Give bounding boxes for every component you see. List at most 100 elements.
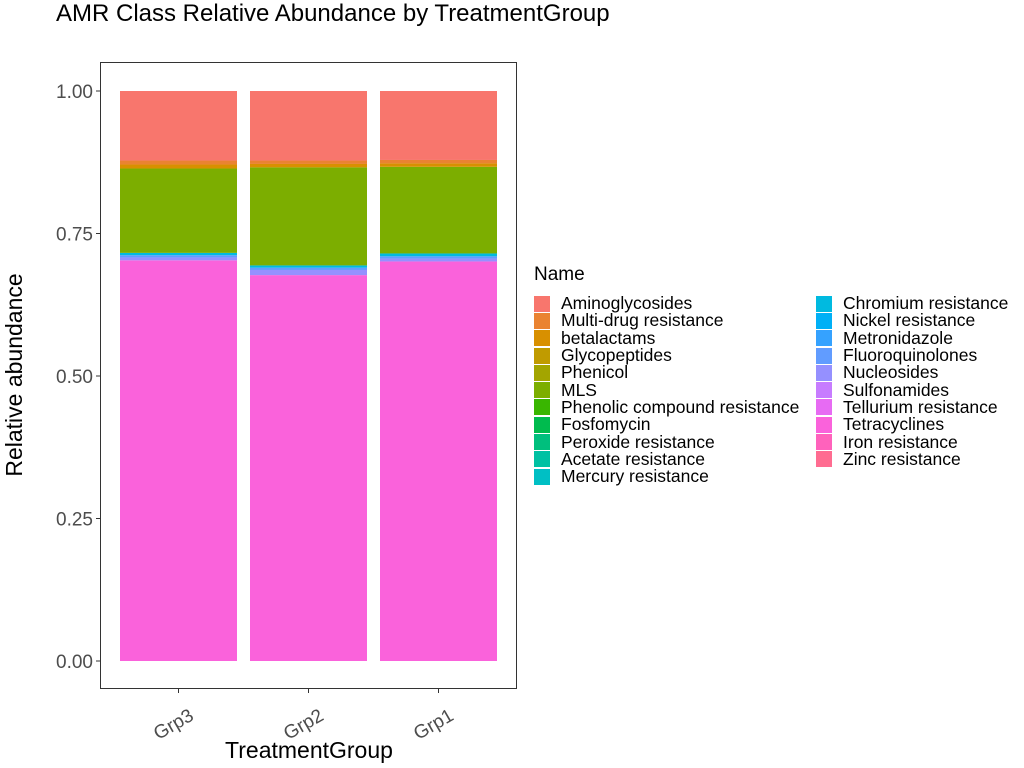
legend-item: Zinc resistance xyxy=(816,450,1008,468)
bar-segment-grp2-chromium-resistance xyxy=(250,265,367,268)
legend-label: Acetate resistance xyxy=(561,448,705,469)
legend-item: Mercury resistance xyxy=(534,466,816,487)
legend-label: Chromium resistance xyxy=(843,293,1009,314)
legend-swatch xyxy=(816,312,832,329)
chart-title: AMR Class Relative Abundance by Treatmen… xyxy=(56,0,610,27)
y-tick-label: 0.50 xyxy=(56,367,93,388)
legend-label: betalactams xyxy=(561,327,656,348)
legend-item: Multi-drug resistance xyxy=(534,312,816,329)
y-tick-label: 0.25 xyxy=(56,510,93,531)
legend-item: Iron resistance xyxy=(816,433,1008,450)
legend-label: Glycopeptides xyxy=(561,345,672,366)
legend-swatch xyxy=(816,434,832,451)
legend-swatch xyxy=(816,364,832,381)
legend-label: Nucleosides xyxy=(843,362,939,383)
y-tick-label: 1.00 xyxy=(56,82,93,103)
bar-segment-grp3-betalactams xyxy=(120,164,237,169)
legend-label: Mercury resistance xyxy=(561,466,709,487)
legend-label: Fosfomycin xyxy=(561,414,651,435)
bar-segment-grp2-fluoroquinolones xyxy=(250,267,367,270)
bar-segment-grp1-chromium-resistance xyxy=(380,253,497,257)
bar-segment-grp2-nucleosides xyxy=(250,269,367,276)
legend-item: Glycopeptides xyxy=(534,345,816,366)
legend-swatch xyxy=(534,451,550,468)
legend-item: Nickel resistance xyxy=(816,312,1008,329)
bar-segment-grp1-tetracyclines xyxy=(380,261,497,661)
legend-label: Metronidazole xyxy=(843,327,953,348)
bar-segment-grp3-mls xyxy=(120,168,237,253)
legend-swatch xyxy=(816,330,832,347)
legend-swatch xyxy=(534,382,550,399)
x-tick-label-grp1: Grp1 xyxy=(410,705,457,744)
bar-segment-grp1-betalactams xyxy=(380,163,497,167)
bar-segment-grp1-aminoglycosides xyxy=(380,91,497,160)
legend-item: Aminoglycosides xyxy=(534,293,816,314)
legend-label: Fluoroquinolones xyxy=(843,345,978,366)
legend-swatch xyxy=(534,347,550,364)
legend-item: Nucleosides xyxy=(816,364,1008,381)
legend-item: Metronidazole xyxy=(816,327,1008,348)
legend-item: Fluoroquinolones xyxy=(816,345,1008,366)
bar-segment-grp3-chromium-resistance xyxy=(120,252,237,256)
legend-swatch xyxy=(816,382,832,399)
legend-swatch xyxy=(534,399,550,416)
x-tick-label-grp3: Grp3 xyxy=(150,705,197,744)
legend-swatch xyxy=(534,330,550,347)
legend-swatch xyxy=(816,347,832,364)
legend-item: betalactams xyxy=(534,327,816,348)
legend-swatch xyxy=(534,416,550,433)
legend-item: Sulfonamides xyxy=(816,381,1008,398)
legend-label: Peroxide resistance xyxy=(561,431,715,452)
legend-item: Phenicol xyxy=(534,364,816,381)
y-axis: 0.00 0.25 0.50 0.75 1.00 xyxy=(56,82,101,673)
legend-label: MLS xyxy=(561,379,597,400)
y-tick-label: 0.00 xyxy=(56,652,93,673)
bar-segment-grp3-fluoroquinolones xyxy=(120,255,237,258)
bars-layer xyxy=(120,91,497,661)
legend-swatch xyxy=(534,434,550,451)
legend-item: Peroxide resistance xyxy=(534,433,816,450)
bar-segment-grp1-multi-drug-resistance xyxy=(380,159,497,164)
legend-label: Phenicol xyxy=(561,362,629,383)
legend-label: Tellurium resistance xyxy=(843,396,998,417)
legend-label: Tetracyclines xyxy=(843,414,945,435)
legend-column-1: Aminoglycosides Multi-drug resistance beta… xyxy=(534,293,816,487)
legend-swatch xyxy=(534,312,550,329)
legend-label: Nickel resistance xyxy=(843,310,976,331)
y-tick-label: 0.75 xyxy=(56,225,93,246)
y-axis-title: Relative abundance xyxy=(1,273,27,476)
legend-swatch xyxy=(534,364,550,381)
bar-segment-grp1-nucleosides xyxy=(380,258,497,262)
legend-swatch xyxy=(534,295,550,312)
legend-swatch xyxy=(534,468,550,485)
bar-segment-grp1-fluoroquinolones xyxy=(380,256,497,259)
legend-label: Phenolic compound resistance xyxy=(561,396,800,417)
legend-column-2: Chromium resistance Nickel resistance Metr… xyxy=(816,293,1009,485)
bar-segment-grp2-mls xyxy=(250,167,367,266)
legend-item: Chromium resistance xyxy=(816,293,1009,314)
bar-segment-grp2-multi-drug-resistance xyxy=(250,160,367,164)
legend: Name Aminoglycosides Multi-drug resistanc… xyxy=(534,264,1008,485)
bar-segment-grp3-tetracyclines xyxy=(120,260,237,661)
legend-swatch xyxy=(816,451,832,468)
bar-segment-grp2-betalactams xyxy=(250,163,367,168)
legend-item: Acetate resistance xyxy=(534,448,816,469)
legend-swatch xyxy=(816,295,832,312)
legend-label: Iron resistance xyxy=(843,431,958,452)
legend-item: Tetracyclines xyxy=(816,414,1008,435)
legend-columns: Aminoglycosides Multi-drug resistance beta… xyxy=(534,293,1009,487)
bar-segment-grp2-aminoglycosides xyxy=(250,91,367,161)
bar-segment-grp1-mls xyxy=(380,166,497,254)
legend-item: Fosfomycin xyxy=(534,414,816,435)
legend-label: Aminoglycosides xyxy=(561,293,693,314)
legend-item: Tellurium resistance xyxy=(816,396,1008,417)
legend-label: Sulfonamides xyxy=(843,379,950,400)
legend-swatch xyxy=(816,416,832,433)
bar-segment-grp3-nucleosides xyxy=(120,257,237,261)
bar-segment-grp3-multi-drug-resistance xyxy=(120,160,237,165)
legend-swatch xyxy=(816,399,832,416)
legend-item: MLS xyxy=(534,381,816,398)
legend-title: Name xyxy=(534,264,585,285)
legend-label: Multi-drug resistance xyxy=(561,310,724,331)
